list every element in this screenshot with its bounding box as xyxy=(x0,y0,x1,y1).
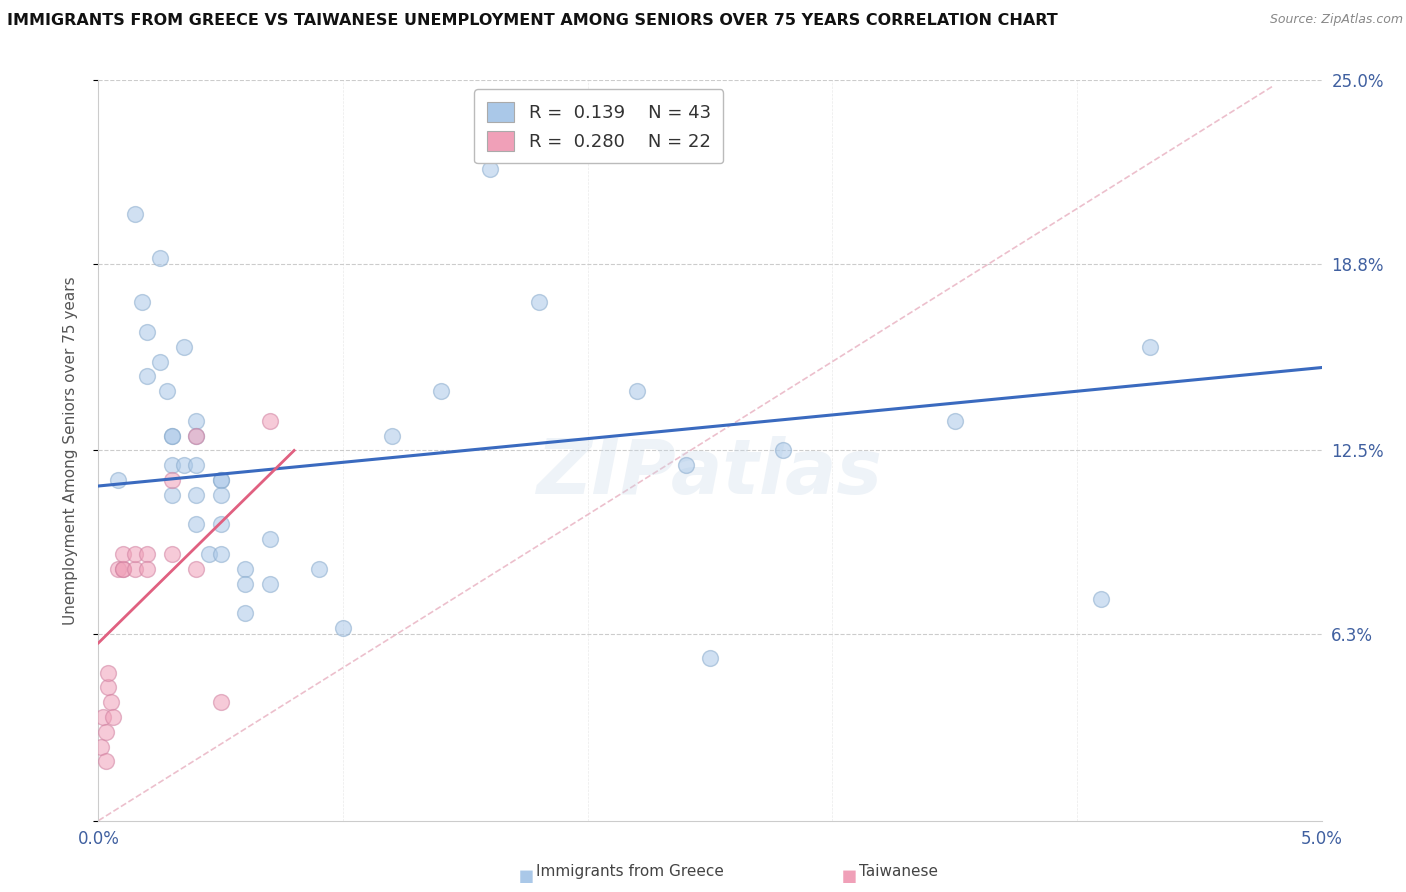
Point xyxy=(233,607,256,621)
Point xyxy=(97,681,120,695)
Point xyxy=(209,488,232,502)
Point xyxy=(209,473,232,487)
Point xyxy=(91,710,114,724)
Point xyxy=(186,414,208,428)
Point xyxy=(160,428,183,442)
Point xyxy=(111,547,134,561)
Point xyxy=(943,414,966,428)
Point xyxy=(259,576,281,591)
Point xyxy=(124,562,146,576)
Text: Taiwanese: Taiwanese xyxy=(859,863,938,879)
Point xyxy=(136,562,159,576)
Point xyxy=(332,621,354,635)
Point xyxy=(160,488,183,502)
Point xyxy=(699,650,721,665)
Point xyxy=(94,724,117,739)
Point xyxy=(173,458,195,473)
Point xyxy=(233,576,256,591)
Y-axis label: Unemployment Among Seniors over 75 years: Unemployment Among Seniors over 75 years xyxy=(63,277,77,624)
Text: Immigrants from Greece: Immigrants from Greece xyxy=(536,863,724,879)
Point xyxy=(197,547,219,561)
Point xyxy=(209,547,232,561)
Point xyxy=(97,665,120,680)
Legend: R =  0.139    N = 43, R =  0.280    N = 22: R = 0.139 N = 43, R = 0.280 N = 22 xyxy=(474,89,723,163)
Point xyxy=(149,251,172,265)
Point xyxy=(107,562,129,576)
Point xyxy=(107,473,129,487)
Point xyxy=(173,340,195,354)
Point xyxy=(233,562,256,576)
Point xyxy=(94,755,117,769)
Point xyxy=(186,562,208,576)
Point xyxy=(160,473,183,487)
Point xyxy=(430,384,453,399)
Point xyxy=(527,295,550,310)
Point xyxy=(186,458,208,473)
Point xyxy=(101,710,124,724)
Point xyxy=(209,517,232,532)
Point xyxy=(160,428,183,442)
Point xyxy=(186,428,208,442)
Point xyxy=(100,695,122,709)
Point xyxy=(136,547,159,561)
Point xyxy=(772,443,794,458)
Point xyxy=(160,547,183,561)
Point xyxy=(209,695,232,709)
Point xyxy=(124,547,146,561)
Text: IMMIGRANTS FROM GREECE VS TAIWANESE UNEMPLOYMENT AMONG SENIORS OVER 75 YEARS COR: IMMIGRANTS FROM GREECE VS TAIWANESE UNEM… xyxy=(7,13,1057,29)
Text: ZIPatlas: ZIPatlas xyxy=(537,435,883,509)
Point xyxy=(149,354,172,368)
Point xyxy=(478,162,501,177)
Point xyxy=(136,325,159,339)
Point xyxy=(160,458,183,473)
Point xyxy=(156,384,179,399)
Point xyxy=(131,295,153,310)
Point xyxy=(259,414,281,428)
Text: ▪: ▪ xyxy=(841,864,858,888)
Point xyxy=(308,562,330,576)
Point xyxy=(259,533,281,547)
Point xyxy=(626,384,648,399)
Point xyxy=(1139,340,1161,354)
Point xyxy=(111,562,134,576)
Point xyxy=(186,428,208,442)
Point xyxy=(209,473,232,487)
Point xyxy=(675,458,697,473)
Point xyxy=(186,517,208,532)
Point xyxy=(186,488,208,502)
Text: Source: ZipAtlas.com: Source: ZipAtlas.com xyxy=(1270,13,1403,27)
Point xyxy=(381,428,404,442)
Point xyxy=(111,562,134,576)
Point xyxy=(90,739,112,754)
Point xyxy=(124,206,146,220)
Text: ▪: ▪ xyxy=(517,864,534,888)
Point xyxy=(1090,591,1112,606)
Point xyxy=(136,369,159,384)
